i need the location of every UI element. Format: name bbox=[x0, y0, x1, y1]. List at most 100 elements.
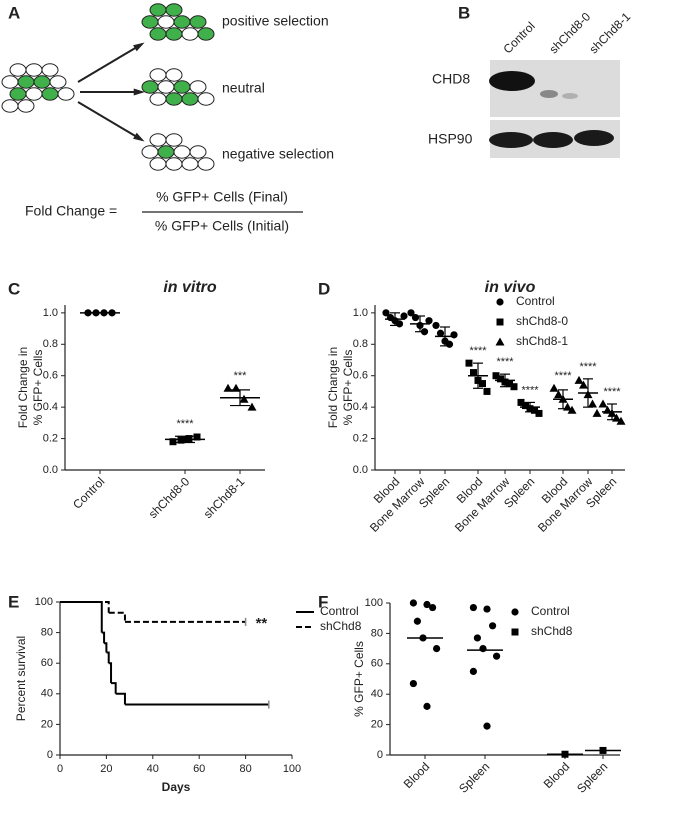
x-tick-label: 40 bbox=[147, 763, 159, 775]
marker bbox=[465, 359, 473, 367]
y-tick-label: 0.6 bbox=[43, 370, 58, 382]
chart-title: in vitro bbox=[163, 279, 217, 296]
y-axis-label: Percent survival bbox=[14, 636, 28, 721]
cell bbox=[197, 157, 215, 171]
y-tick-label: 60 bbox=[41, 657, 53, 669]
x-tick-label: Spleen bbox=[456, 759, 492, 795]
marker bbox=[239, 394, 249, 403]
significance: **** bbox=[554, 370, 572, 382]
marker bbox=[483, 387, 491, 395]
survival-step bbox=[60, 601, 110, 613]
marker bbox=[522, 402, 529, 410]
marker bbox=[177, 436, 185, 444]
cell bbox=[149, 68, 167, 82]
cell bbox=[197, 92, 215, 106]
survival-step bbox=[106, 651, 110, 664]
cell bbox=[165, 133, 183, 147]
marker bbox=[445, 340, 454, 348]
legend-marker bbox=[511, 628, 519, 636]
marker bbox=[479, 645, 487, 653]
legend-label: Control bbox=[531, 604, 570, 618]
cell bbox=[57, 87, 75, 101]
legend-label: shChd8 bbox=[531, 624, 573, 638]
x-tick-label: 100 bbox=[283, 763, 301, 775]
cell bbox=[41, 87, 59, 101]
y-tick-label: 20 bbox=[371, 719, 383, 731]
band bbox=[533, 132, 573, 148]
y-tick-label: 0.2 bbox=[353, 432, 368, 444]
cell bbox=[141, 145, 159, 159]
x-tick-label: Blood bbox=[541, 759, 573, 791]
marker bbox=[579, 380, 588, 389]
x-tick-label: 20 bbox=[100, 763, 112, 775]
band bbox=[574, 130, 614, 146]
marker bbox=[382, 309, 390, 317]
cell bbox=[149, 27, 167, 41]
formula-lhs: Fold Change = bbox=[25, 203, 117, 219]
x-tick-label: 0 bbox=[57, 763, 63, 775]
marker bbox=[423, 702, 431, 710]
y-axis-label: % GFP+ Cells bbox=[341, 350, 355, 426]
marker bbox=[473, 634, 481, 642]
marker bbox=[479, 380, 486, 388]
cell bbox=[189, 80, 207, 94]
marker bbox=[231, 383, 241, 392]
y-tick-label: 80 bbox=[371, 627, 383, 639]
outcome-label: negative selection bbox=[222, 146, 334, 162]
y-tick-label: 0 bbox=[47, 749, 53, 761]
marker bbox=[469, 667, 477, 676]
cell bbox=[173, 80, 191, 94]
legend-label: shChd8-0 bbox=[516, 314, 568, 328]
x-tick-label: shChd8-1 bbox=[201, 474, 248, 521]
marker bbox=[409, 679, 417, 688]
cell bbox=[141, 80, 159, 94]
cell bbox=[189, 145, 207, 159]
marker bbox=[436, 329, 445, 337]
y-tick-label: 0.0 bbox=[43, 464, 58, 476]
cell bbox=[49, 75, 67, 89]
marker bbox=[223, 383, 233, 392]
y-axis-label: Fold Change in bbox=[326, 347, 340, 428]
arrow-head bbox=[133, 88, 145, 96]
marker bbox=[423, 600, 431, 609]
survival-step bbox=[111, 682, 117, 694]
y-tick-label: 0.0 bbox=[353, 464, 368, 476]
formula-numerator: % GFP+ Cells (Final) bbox=[156, 189, 288, 205]
x-axis-label: Days bbox=[162, 780, 191, 794]
cell bbox=[165, 68, 183, 82]
cell bbox=[33, 75, 51, 89]
y-tick-label: 0.6 bbox=[353, 370, 368, 382]
significance: **** bbox=[469, 345, 487, 357]
marker bbox=[247, 402, 257, 411]
legend-marker bbox=[496, 298, 504, 306]
significance: *** bbox=[234, 370, 248, 382]
marker bbox=[549, 383, 559, 392]
panel-label: F bbox=[318, 592, 328, 611]
cell bbox=[141, 15, 159, 29]
y-axis-label: % GFP+ Cells bbox=[352, 641, 366, 717]
y-axis-label: % GFP+ Cells bbox=[31, 350, 45, 426]
chart-title: in vivo bbox=[485, 279, 536, 296]
marker bbox=[592, 408, 602, 417]
panel-label: C bbox=[8, 279, 20, 298]
blot-row-label: CHD8 bbox=[432, 71, 470, 87]
outcome-label: neutral bbox=[222, 80, 265, 96]
formula-denominator: % GFP+ Cells (Initial) bbox=[155, 218, 289, 234]
legend-marker bbox=[495, 337, 505, 346]
cell bbox=[157, 15, 175, 29]
y-axis-label: Fold Change in bbox=[16, 347, 30, 428]
band bbox=[489, 132, 533, 148]
survival-step bbox=[115, 692, 126, 705]
cell bbox=[149, 3, 167, 17]
marker bbox=[506, 380, 513, 388]
y-tick-label: 0.2 bbox=[43, 432, 58, 444]
cell bbox=[9, 63, 27, 77]
lane-label: shChd8-0 bbox=[546, 9, 593, 56]
y-tick-label: 1.0 bbox=[353, 307, 368, 319]
survival-step bbox=[104, 642, 108, 653]
blot-row-label: HSP90 bbox=[428, 131, 473, 147]
panel-label: D bbox=[318, 279, 330, 298]
band bbox=[540, 90, 558, 98]
marker bbox=[483, 722, 491, 730]
marker bbox=[588, 399, 597, 408]
